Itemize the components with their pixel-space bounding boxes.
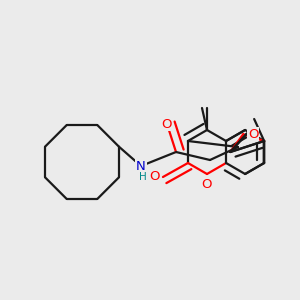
Text: O: O	[202, 178, 212, 190]
Text: N: N	[136, 160, 146, 172]
Text: O: O	[150, 170, 160, 184]
Text: O: O	[248, 128, 259, 141]
Text: O: O	[162, 118, 172, 130]
Text: H: H	[139, 172, 147, 182]
